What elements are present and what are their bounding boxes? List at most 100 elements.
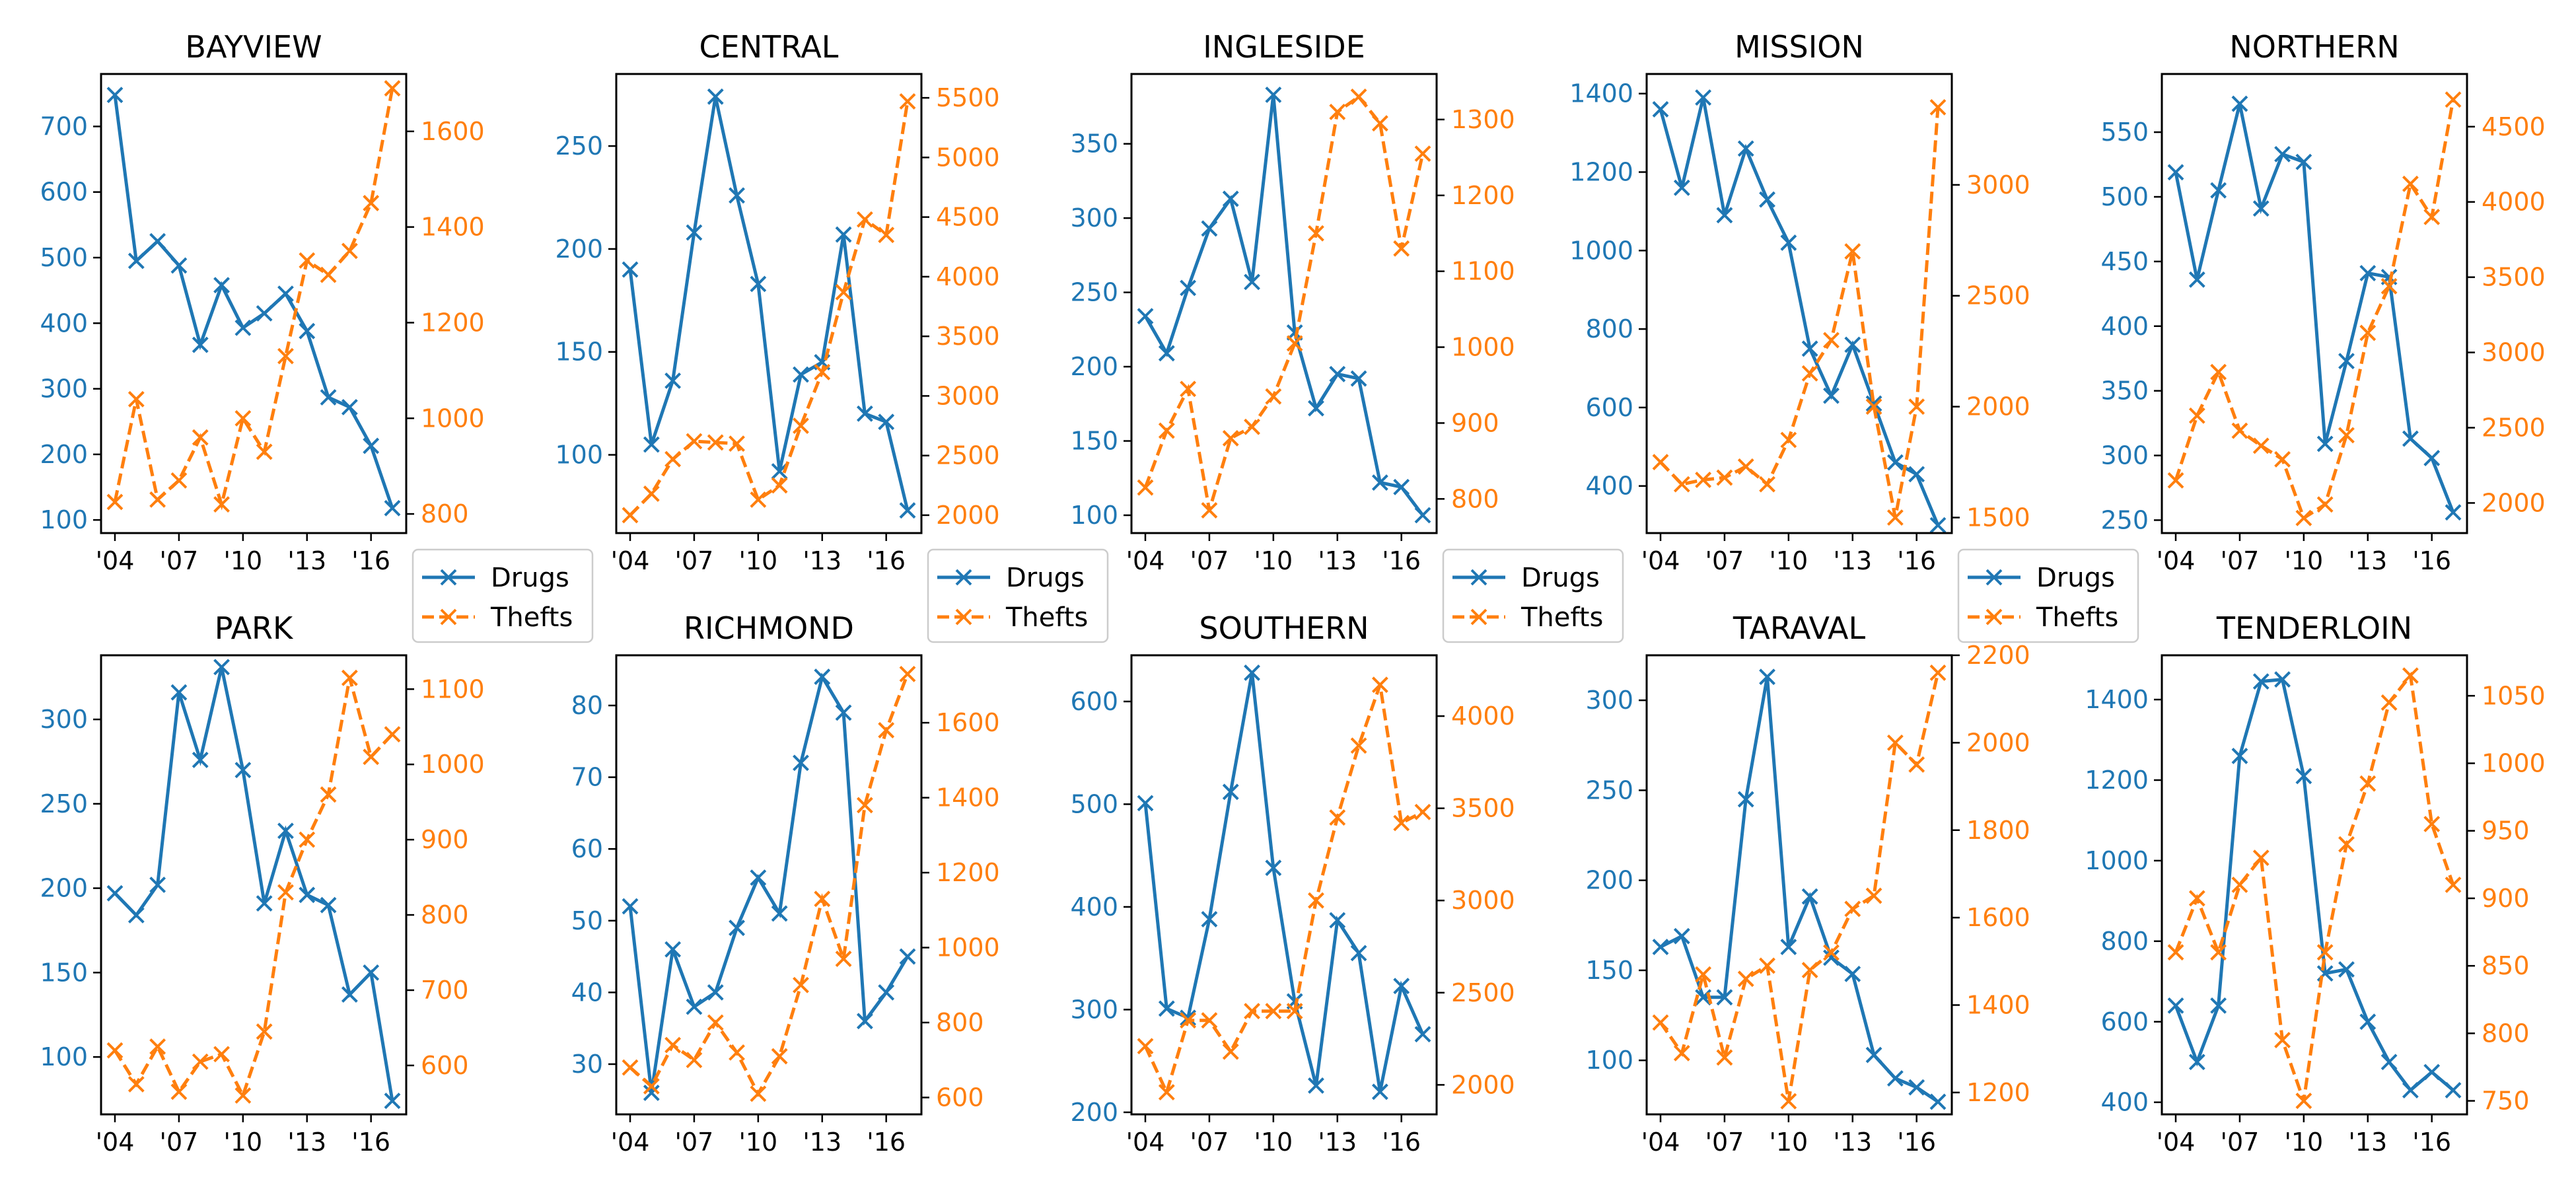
legend-box (1442, 548, 1624, 643)
right-tick-label: 3000 (2482, 338, 2546, 367)
data-point-drugs (1865, 395, 1882, 412)
data-point-thefts (1759, 476, 1775, 493)
data-point-drugs (1780, 234, 1797, 251)
data-point-thefts (1265, 388, 1282, 405)
data-point-drugs (899, 948, 916, 965)
x-tick-label: '13 (287, 1128, 326, 1157)
data-point-thefts (2445, 91, 2462, 108)
legend-box (1957, 548, 2139, 643)
data-point-thefts (643, 486, 660, 502)
right-tick-label: 900 (2482, 884, 2530, 913)
x-tick-label: '07 (1190, 1128, 1229, 1157)
x-tick-label: '16 (1382, 1128, 1421, 1157)
panel-park: PARK '04 '07 '10 '13 '16 100 150 200 250 300 600 700… (40, 610, 484, 1157)
left-tick-label: 600 (1070, 687, 1118, 716)
data-point-thefts (106, 493, 124, 511)
panel-tenderloin: TENDERLOIN '04 '07 '10 '13 '16 400 600 800 1000 12… (2085, 610, 2545, 1157)
legend-thefts-label: Thefts (2036, 602, 2118, 633)
legend-drugs-label: Drugs (1521, 563, 1600, 593)
data-point-drugs (2252, 673, 2270, 690)
right-tick-label: 900 (1451, 408, 1499, 437)
data-point-thefts (2274, 1032, 2291, 1048)
data-point-drugs (835, 704, 852, 721)
legend-drugs-label: Drugs (1006, 563, 1085, 593)
right-tick-label: 800 (421, 499, 469, 528)
right-tick-label: 1200 (936, 858, 1000, 887)
right-tick-label: 800 (936, 1008, 984, 1037)
data-point-drugs (814, 668, 831, 685)
right-tick-label: 1600 (421, 117, 485, 146)
x-tick-label: '04 (2157, 1128, 2196, 1157)
left-tick-label: 150 (1585, 956, 1633, 985)
data-point-thefts (1695, 966, 1712, 983)
data-point-drugs (2231, 747, 2248, 764)
data-point-drugs (1716, 989, 1733, 1006)
data-point-drugs (149, 233, 166, 250)
data-point-thefts (1695, 472, 1712, 488)
legend-drugs-marker (1986, 569, 2003, 586)
data-point-thefts (1652, 1014, 1669, 1031)
legend-thefts-marker (440, 608, 457, 626)
data-point-drugs (1180, 1009, 1197, 1027)
data-point-drugs (1265, 859, 1282, 877)
x-tick-label: '13 (1318, 546, 1357, 575)
left-tick-label: 350 (2100, 377, 2149, 406)
data-point-drugs (2210, 997, 2227, 1014)
data-point-drugs (664, 372, 682, 389)
data-point-thefts (750, 491, 767, 508)
series-line-thefts (1143, 94, 1425, 511)
data-point-drugs (622, 898, 639, 915)
data-point-drugs (1393, 978, 1410, 995)
data-point-thefts (1371, 676, 1388, 694)
data-point-drugs (1308, 1077, 1324, 1094)
right-tick-label: 2000 (2482, 488, 2546, 517)
data-point-drugs (1222, 783, 1239, 801)
data-point-thefts (256, 443, 273, 460)
data-point-thefts (341, 669, 358, 686)
data-point-thefts (2274, 450, 2291, 468)
data-point-thefts (793, 417, 809, 434)
right-tick-label: 1000 (421, 750, 485, 779)
x-tick-label: '16 (1897, 1128, 1936, 1157)
series-line-thefts (2174, 671, 2455, 1102)
x-tick-label: '04 (96, 1128, 135, 1157)
left-tick-label: 1000 (2085, 846, 2149, 875)
right-tick-label: 600 (421, 1051, 469, 1080)
data-point-drugs (729, 919, 745, 937)
left-tick-label: 1200 (1569, 158, 1633, 187)
legend-2: Drugs Thefts (927, 548, 1109, 643)
x-tick-label: '04 (2157, 546, 2196, 575)
chart-panels: BAYVIEW '04 '07 '10 '13 '16 100 200 300 400 500 600… (40, 29, 2545, 1157)
data-point-drugs (2188, 271, 2205, 288)
right-tick-label: 1000 (421, 404, 485, 433)
left-tick-label: 250 (555, 131, 603, 161)
data-point-drugs (1759, 191, 1775, 208)
left-tick-label: 250 (2100, 505, 2149, 534)
right-tick-label: 2500 (2482, 413, 2546, 442)
x-tick-label: '10 (2284, 546, 2323, 575)
data-point-thefts (1222, 429, 1239, 447)
data-point-thefts (1308, 892, 1324, 909)
data-point-drugs (1844, 965, 1861, 982)
left-tick-label: 150 (555, 338, 603, 367)
panel-richmond: RICHMOND '04 '07 '10 '13 '16 30 40 50 60 70 80 600 80… (571, 610, 1000, 1157)
data-point-thefts (341, 242, 358, 260)
x-tick-label: '04 (1641, 546, 1680, 575)
data-point-thefts (1886, 734, 1904, 751)
legend-box (411, 548, 594, 643)
data-point-drugs (2380, 1054, 2398, 1071)
plot-frame (1130, 73, 1438, 534)
data-point-drugs (1308, 400, 1324, 417)
x-tick-label: '10 (2284, 1128, 2323, 1157)
legend-3: Drugs Thefts (1442, 548, 1624, 643)
data-point-thefts (2338, 836, 2355, 853)
legend-thefts-marker (1986, 608, 2003, 626)
data-point-drugs (1801, 340, 1818, 357)
left-tick-label: 200 (1070, 352, 1118, 381)
right-tick-label: 1100 (421, 674, 485, 703)
x-tick-label: '16 (2412, 546, 2451, 575)
right-tick-label: 800 (1451, 484, 1499, 513)
data-point-thefts (856, 797, 873, 814)
panel-central: CENTRAL '04 '07 '10 '13 '16 100 150 200 250 2000 25… (555, 29, 999, 575)
data-point-thefts (707, 434, 724, 451)
